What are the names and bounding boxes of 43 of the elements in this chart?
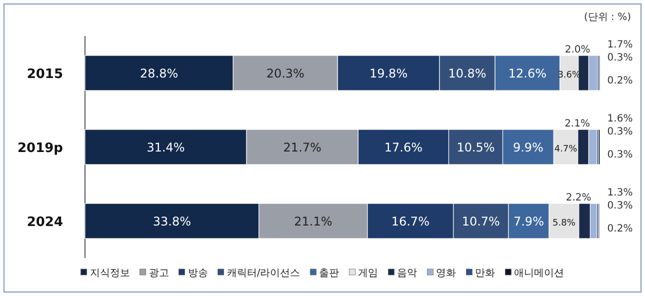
legend-label: 게임 <box>358 268 378 279</box>
legend-label: 지식정보 <box>90 268 130 279</box>
legend-label: 출판 <box>319 268 340 279</box>
data-label: 2.0% <box>564 44 590 56</box>
legend-label: 방송 <box>188 268 208 279</box>
data-label: 28.8% <box>140 66 178 80</box>
legend-label: 광고 <box>148 268 169 279</box>
data-label: 2.2% <box>566 192 592 204</box>
legend-label: 영화 <box>436 268 456 279</box>
legend-label: 캐릭터/라이선스 <box>226 268 300 279</box>
data-label: 7.9% <box>513 214 544 228</box>
data-label: 1.6% <box>607 114 633 124</box>
data-label: 17.6% <box>384 140 423 154</box>
legend-label: 만화 <box>475 268 496 279</box>
data-label: 33.8% <box>152 214 192 228</box>
data-label: 0.3% <box>607 150 633 160</box>
data-label: 0.2% <box>607 224 633 234</box>
y-tick-label: 2019p <box>18 141 63 156</box>
data-label: 19.8% <box>369 66 408 80</box>
data-label: 21.1% <box>294 214 332 228</box>
legend-label: 음악 <box>397 268 418 279</box>
data-label: 4.7% <box>554 144 578 154</box>
text: (단위 : %) <box>584 12 632 23</box>
data-label: 31.4% <box>146 140 185 154</box>
data-label: 0.2% <box>607 76 633 86</box>
data-label: 0.3% <box>607 52 633 64</box>
data-label: 9.9% <box>512 140 544 154</box>
data-label: 2.1% <box>564 118 590 130</box>
data-label: 5.8% <box>552 218 576 228</box>
data-label: 10.8% <box>448 66 486 80</box>
y-tick-label: 2015 <box>26 67 63 82</box>
data-label: 16.7% <box>391 214 430 228</box>
y-tick-label: 2024 <box>26 215 63 230</box>
data-label: 0.3% <box>607 200 633 212</box>
data-label: 10.7% <box>462 214 500 228</box>
data-label: 1.7% <box>607 40 633 50</box>
legend-label: 애니메이션 <box>514 268 564 279</box>
data-label: 1.3% <box>607 188 633 198</box>
data-label: 10.5% <box>456 140 495 154</box>
data-label: 20.3% <box>266 66 304 80</box>
data-label: 12.6% <box>508 66 547 80</box>
data-label: 21.7% <box>283 140 322 154</box>
data-label: 0.3% <box>607 126 633 138</box>
